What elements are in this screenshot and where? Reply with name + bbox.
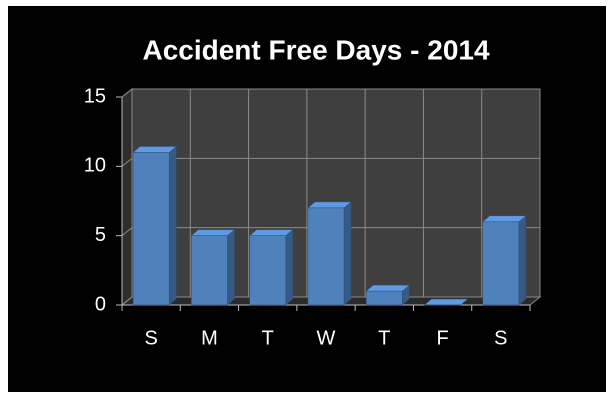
y-tick-label: 5: [95, 224, 106, 246]
x-tick-label: S: [494, 327, 507, 349]
bar-side: [285, 229, 294, 306]
chart-title: Accident Free Days - 2014: [142, 34, 489, 65]
bar-side: [227, 229, 235, 306]
y-tick-label: 15: [84, 85, 106, 107]
x-tick-label: M: [201, 327, 218, 349]
bar: [482, 215, 527, 306]
bar-top: [248, 229, 294, 236]
bar-top: [132, 146, 177, 153]
y-tick-label: 10: [84, 155, 106, 177]
bar: [423, 298, 469, 306]
side-wall: [121, 87, 133, 307]
bar-top: [365, 284, 411, 292]
bar-front: [482, 221, 520, 306]
bar-top: [423, 298, 469, 306]
bar-front: [307, 207, 345, 306]
x-tick-label: T: [262, 327, 274, 349]
bar-side: [168, 145, 177, 306]
bar: [132, 145, 177, 306]
bar: [190, 229, 236, 306]
bar: [307, 201, 352, 306]
bar: [248, 229, 294, 306]
bar-front: [249, 235, 287, 306]
grid-line: [121, 227, 540, 237]
bar-front: [365, 290, 403, 306]
grid-line: [121, 88, 540, 98]
grid-line: [121, 157, 540, 167]
x-tick-label: F: [436, 327, 448, 349]
x-tick-label: S: [144, 327, 157, 349]
bar-side: [343, 201, 352, 306]
y-tick-label: 0: [95, 293, 106, 315]
bar-side: [518, 215, 527, 306]
bar-front: [191, 235, 228, 306]
bar-top: [482, 215, 527, 223]
x-tick-label: W: [317, 327, 336, 349]
bar-top: [190, 229, 236, 236]
x-tick-label: T: [378, 327, 390, 349]
bar-top: [307, 201, 352, 209]
bar-front: [132, 152, 170, 306]
bar: [365, 284, 411, 306]
